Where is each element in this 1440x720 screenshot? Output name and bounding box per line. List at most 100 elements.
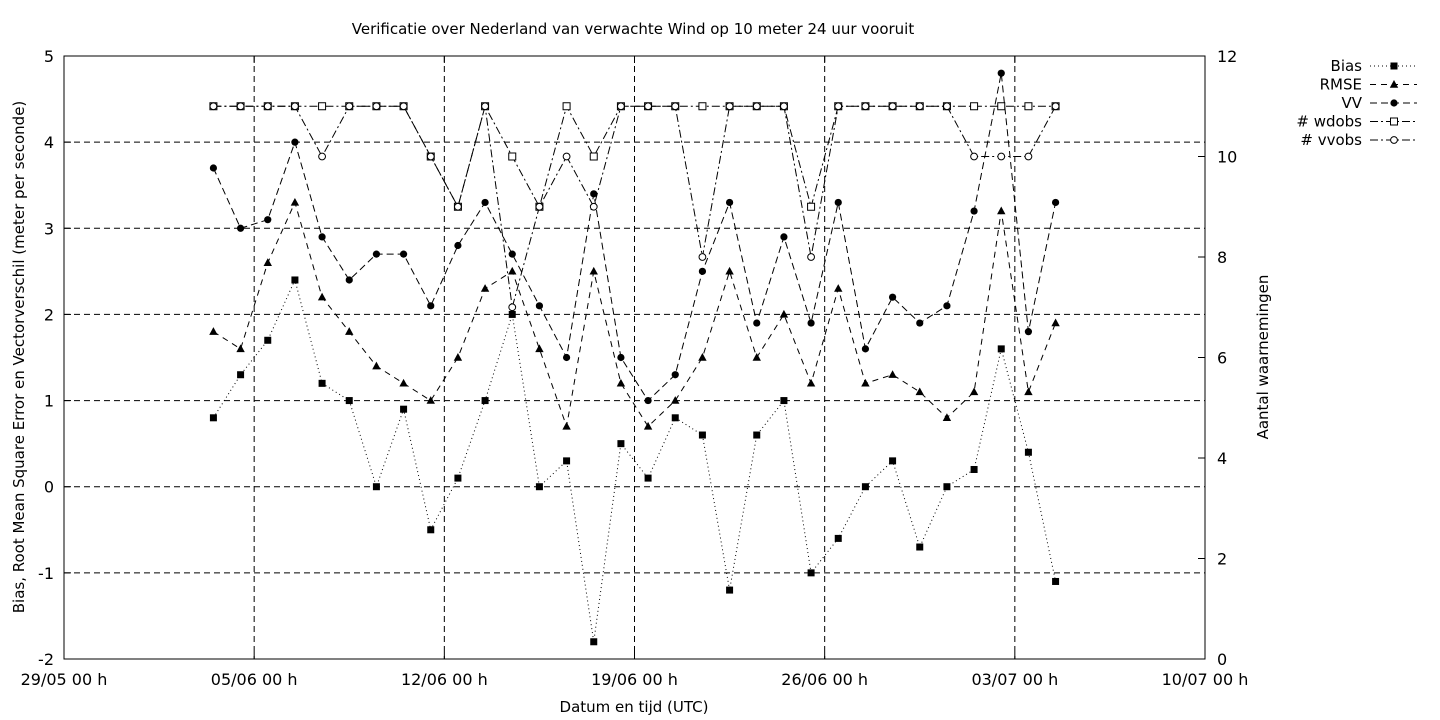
y2-tick-label: 2 — [1217, 550, 1227, 569]
y-axis-ticks: -2 -1 0 1 2 3 4 5 — [38, 47, 71, 669]
data-point-vv — [427, 302, 435, 310]
data-point-bias — [590, 638, 598, 646]
data-point-wdobs — [698, 102, 707, 111]
data-point-vv — [236, 224, 245, 232]
data-point-bias — [1052, 577, 1060, 585]
data-point-rmse — [562, 421, 571, 430]
data-point-vvobs — [454, 202, 462, 211]
x-axis-label: Datum en tijd (UTC) — [560, 698, 709, 716]
data-point-rmse — [535, 344, 544, 353]
data-point-vv — [644, 396, 652, 405]
data-point-vvobs — [535, 202, 544, 211]
y-tick-label: 2 — [44, 305, 54, 324]
data-point-bias — [671, 414, 679, 422]
data-point-bias — [834, 534, 842, 542]
data-point-rmse — [806, 378, 816, 387]
data-point-vv — [970, 207, 978, 215]
data-point-vv — [780, 233, 788, 241]
data-point-rmse — [399, 378, 408, 387]
data-point-bias — [454, 474, 462, 482]
data-point-rmse — [725, 266, 734, 275]
data-point-vv — [861, 345, 870, 353]
data-point-vv — [209, 164, 218, 172]
data-point-rmse — [671, 396, 680, 404]
grid — [64, 56, 1205, 659]
data-point-bias — [237, 371, 245, 379]
data-point-vv — [617, 353, 625, 362]
data-point-rmse — [317, 292, 327, 301]
y-axis-label: Bias, Root Mean Square Error en Vectorve… — [10, 101, 28, 614]
data-point-rmse — [942, 413, 952, 421]
data-point-bias — [916, 543, 924, 551]
data-point-bias — [807, 569, 815, 577]
y-tick-label: 4 — [44, 133, 54, 152]
series-line-vv — [212, 73, 1057, 402]
data-point-rmse — [969, 387, 979, 396]
data-point-rmse — [453, 353, 463, 361]
y2-axis-ticks: 0 2 4 6 8 10 12 — [1198, 47, 1237, 669]
data-point-vvobs — [508, 303, 517, 312]
data-point-vv — [943, 302, 951, 310]
data-point-rmse — [997, 206, 1006, 215]
y-tick-label: 0 — [44, 478, 54, 497]
data-point-bias — [726, 586, 734, 594]
data-point-vv — [481, 198, 489, 207]
legend-marker-vvobs — [1390, 136, 1398, 144]
data-point-rmse — [263, 258, 272, 266]
legend-label: # vvobs — [1300, 131, 1362, 149]
data-point-rmse — [643, 421, 653, 430]
series-line-bias — [212, 278, 1057, 642]
data-point-rmse — [345, 327, 354, 335]
series-rmse — [209, 197, 1060, 430]
data-point-wdobs — [508, 152, 517, 161]
legend-marker-rmse — [1389, 80, 1399, 88]
data-point-vvobs — [263, 102, 272, 111]
y2-tick-label: 10 — [1217, 148, 1237, 167]
data-point-rmse — [752, 353, 761, 361]
data-point-vv — [291, 138, 299, 146]
x-tick-label: 19/06 00 h — [591, 670, 678, 689]
data-point-bias — [861, 483, 869, 491]
data-point-vv — [834, 198, 842, 207]
legend-item-bias: Bias — [1331, 57, 1417, 75]
x-tick-label: 10/07 00 h — [1162, 670, 1249, 689]
data-point-bias — [481, 397, 489, 405]
x-tick-label: 29/05 00 h — [21, 670, 108, 689]
data-point-vv — [264, 216, 272, 224]
data-point-vv — [590, 190, 598, 198]
data-point-bias — [291, 276, 299, 284]
y-tick-label: 5 — [44, 47, 54, 66]
data-point-vvobs — [236, 102, 245, 111]
data-point-vv — [1024, 328, 1033, 336]
data-point-bias — [970, 465, 978, 473]
data-point-bias — [617, 440, 625, 448]
y-tick-label: 3 — [44, 219, 54, 238]
data-point-rmse — [426, 396, 435, 404]
data-point-vv — [888, 293, 897, 301]
legend-marker-wdobs — [1390, 117, 1398, 126]
data-point-bias — [427, 526, 435, 534]
x-axis-ticks: 29/05 00 h 05/06 00 h 12/06 00 h 19/06 00 h… — [21, 56, 1249, 689]
legend-item-vv: VV — [1341, 94, 1417, 112]
data-point-bias — [943, 483, 951, 491]
series-line-vvobs — [213, 105, 1057, 308]
data-point-vvobs — [888, 102, 897, 111]
data-point-rmse — [779, 309, 789, 318]
data-point-vv — [916, 319, 924, 327]
y2-tick-label: 0 — [1217, 650, 1227, 669]
data-point-bias — [753, 431, 761, 439]
data-point-vvobs — [481, 102, 489, 111]
data-point-vvobs — [345, 102, 354, 111]
series-layer — [209, 69, 1060, 646]
data-point-vvobs — [671, 102, 680, 111]
legend-label: RMSE — [1320, 76, 1362, 94]
data-point-bias — [508, 310, 516, 318]
data-point-rmse — [1051, 318, 1060, 327]
data-point-rmse — [834, 284, 843, 292]
y2-tick-label: 12 — [1217, 47, 1237, 66]
data-point-vvobs — [291, 102, 299, 111]
data-point-rmse — [290, 197, 300, 206]
y-tick-label: 1 — [44, 392, 54, 411]
data-point-rmse — [508, 266, 517, 275]
data-point-bias — [535, 483, 543, 491]
